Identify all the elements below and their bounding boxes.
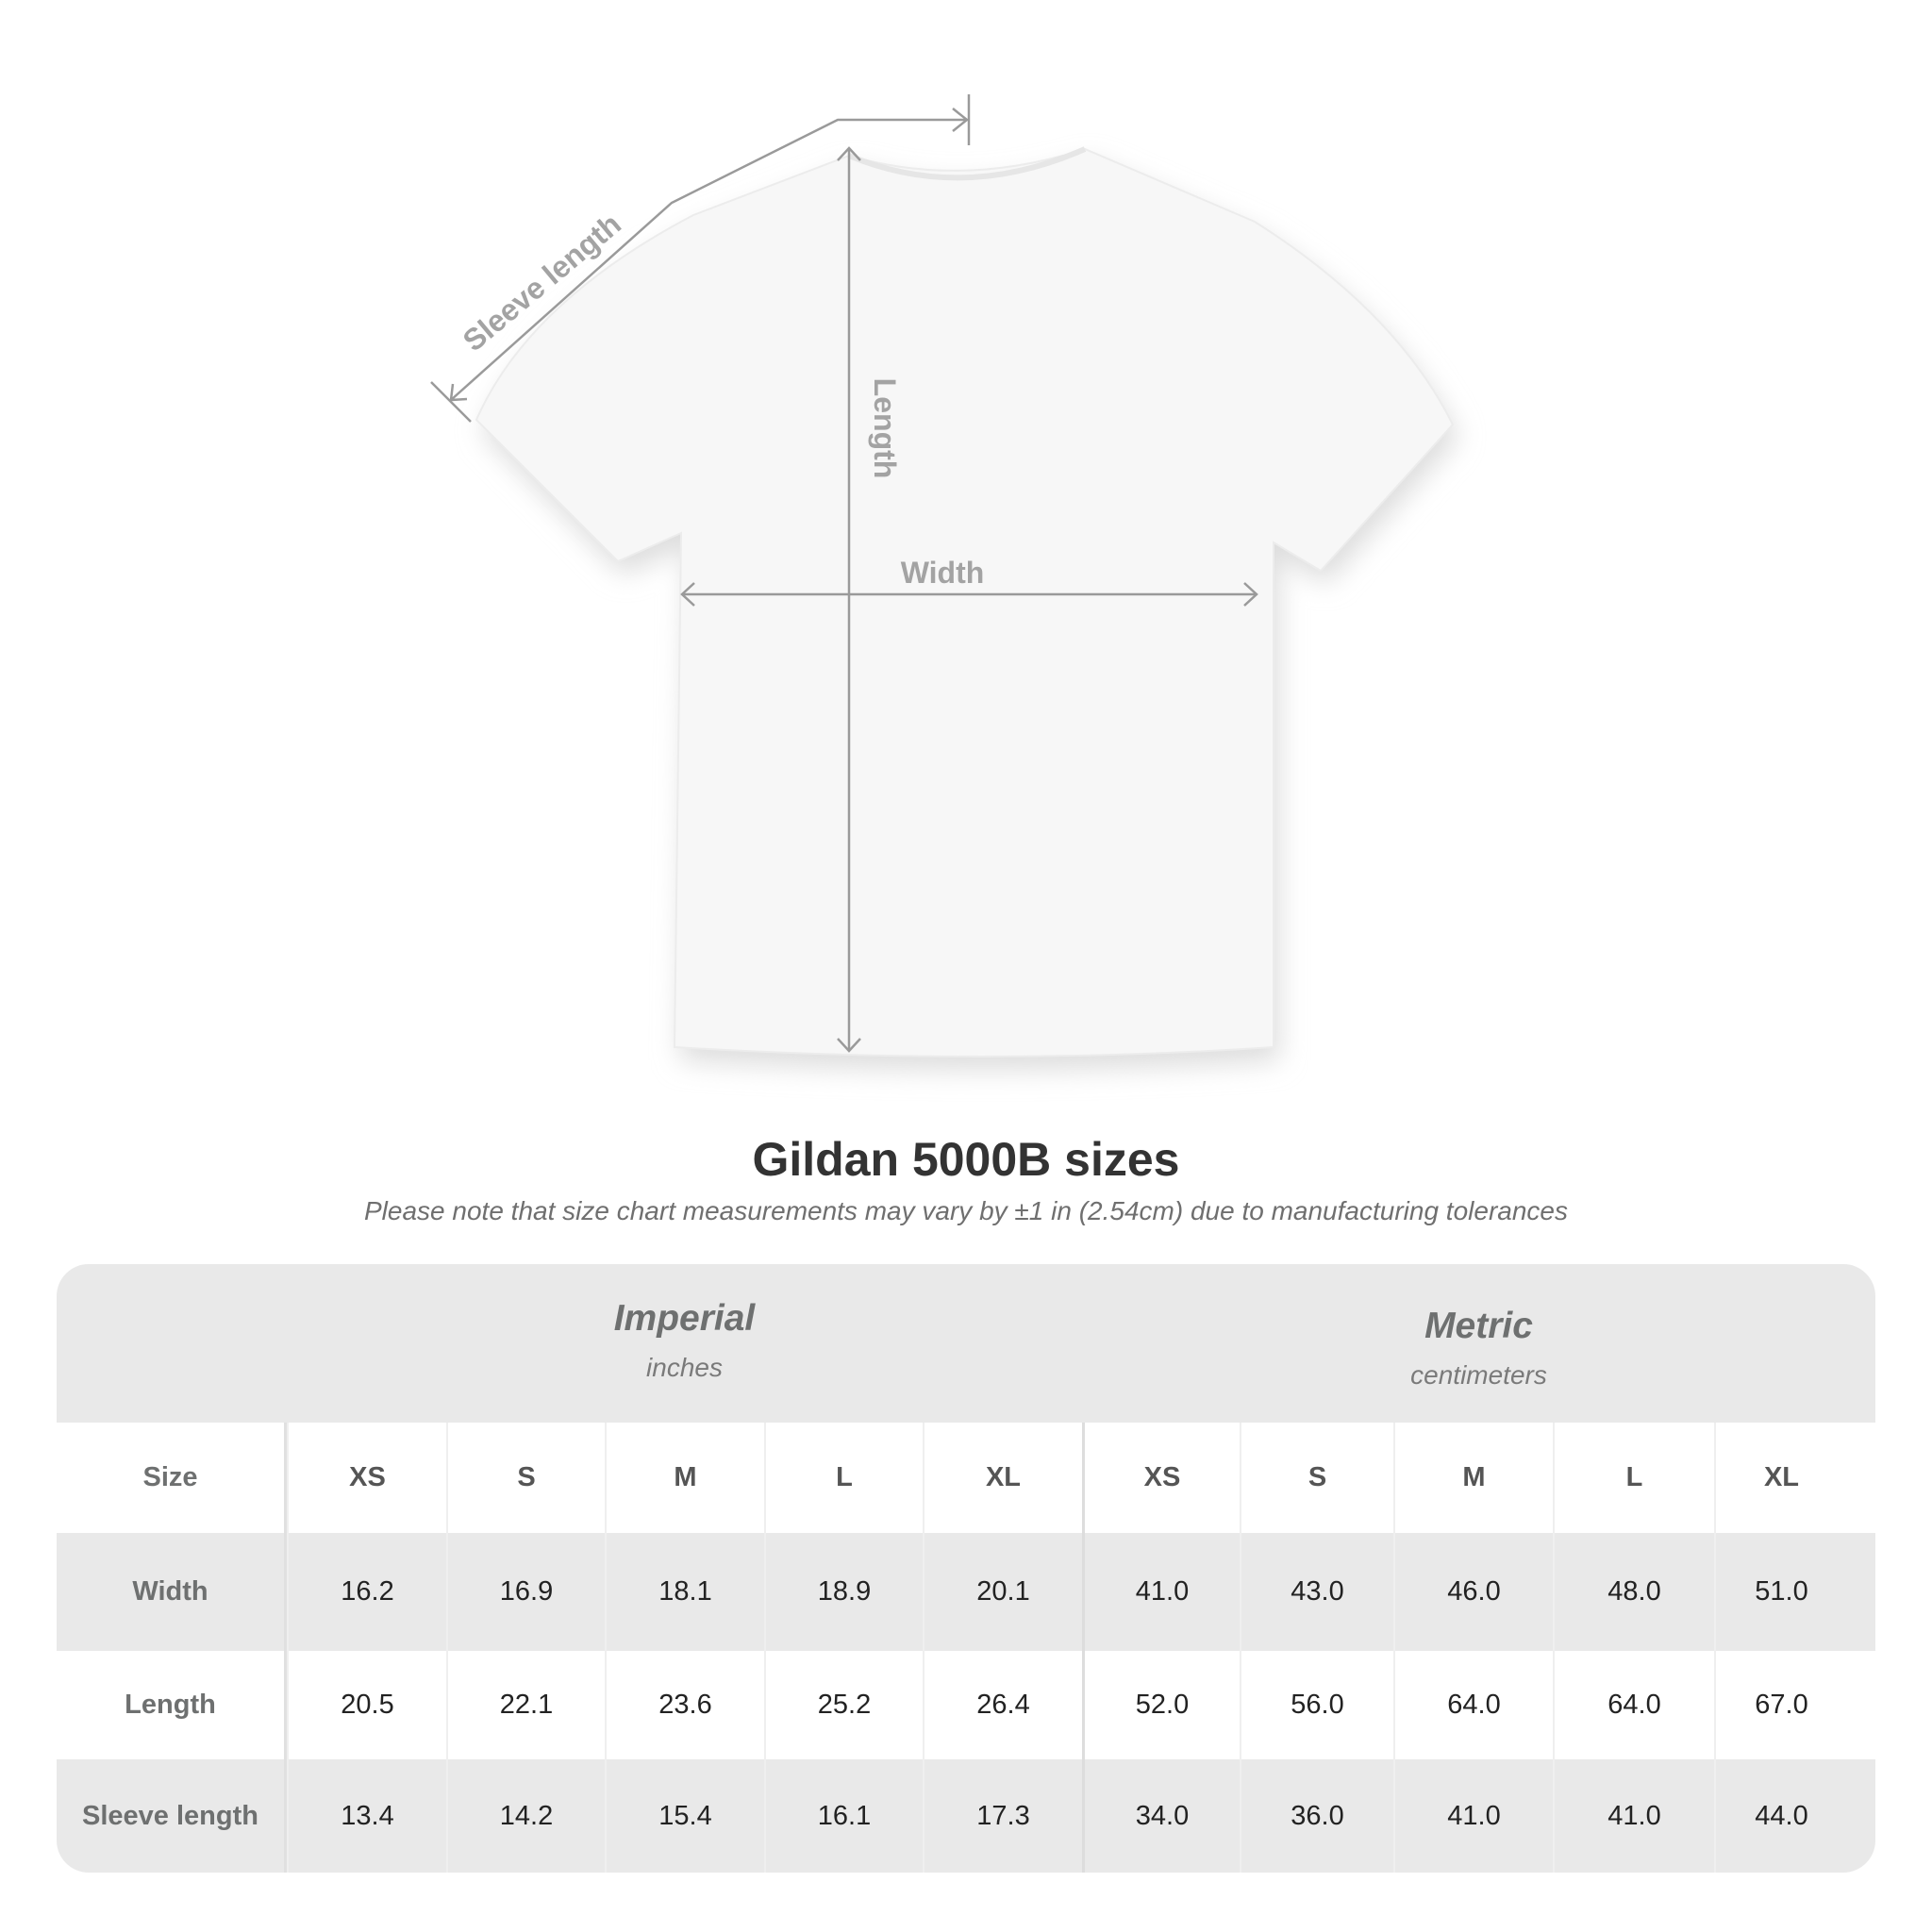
value-cell: 41.0 <box>1553 1759 1714 1873</box>
row-label: Sleeve length <box>57 1759 287 1873</box>
size-header-cell: S <box>446 1423 605 1533</box>
table-row: Length 20.5 22.1 23.6 25.2 26.4 52.0 56.0 64.0 64… <box>57 1651 1875 1759</box>
metric-title: Metric <box>1424 1306 1533 1346</box>
size-header-cell: XS <box>287 1423 446 1533</box>
size-header-cell: S <box>1240 1423 1393 1533</box>
value-cell: 64.0 <box>1553 1651 1714 1759</box>
value-cell: 16.2 <box>287 1533 446 1651</box>
value-cell: 23.6 <box>605 1651 764 1759</box>
size-header-cell: XS <box>1082 1423 1240 1533</box>
table-row: Width 16.2 16.9 18.1 18.9 20.1 41.0 43.0 46.0 48.… <box>57 1533 1875 1651</box>
tolerance-note: Please note that size chart measurements… <box>364 1196 1568 1225</box>
value-cell: 26.4 <box>923 1651 1082 1759</box>
page-title: Gildan 5000B sizes <box>752 1133 1180 1186</box>
value-cell: 43.0 <box>1240 1533 1393 1651</box>
row-label: Width <box>57 1533 287 1651</box>
value-cell: 16.9 <box>446 1533 605 1651</box>
value-cell: 18.1 <box>605 1533 764 1651</box>
table-header: Imperial inches Metric centimeters <box>57 1264 1875 1423</box>
imperial-group: Imperial inches <box>287 1298 1082 1383</box>
value-cell: 67.0 <box>1714 1651 1847 1759</box>
size-table: Imperial inches Metric centimeters Size X… <box>57 1264 1875 1873</box>
value-cell: 25.2 <box>764 1651 923 1759</box>
value-cell: 51.0 <box>1714 1533 1847 1651</box>
value-cell: 64.0 <box>1393 1651 1553 1759</box>
length-label: Length <box>868 378 902 479</box>
size-header-cell: L <box>764 1423 923 1533</box>
value-cell: 34.0 <box>1082 1759 1240 1873</box>
value-cell: 18.9 <box>764 1533 923 1651</box>
size-header-cell: M <box>1393 1423 1553 1533</box>
value-cell: 44.0 <box>1714 1759 1847 1873</box>
value-cell: 36.0 <box>1240 1759 1393 1873</box>
size-header-cell: XL <box>923 1423 1082 1533</box>
value-cell: 22.1 <box>446 1651 605 1759</box>
size-header-cell: XL <box>1714 1423 1847 1533</box>
value-cell: 56.0 <box>1240 1651 1393 1759</box>
value-cell: 14.2 <box>446 1759 605 1873</box>
tshirt-shape <box>475 146 1458 1070</box>
measurement-arrows <box>430 94 1258 1053</box>
value-cell: 48.0 <box>1553 1533 1714 1651</box>
value-cell: 41.0 <box>1082 1533 1240 1651</box>
tshirt-diagram: Sleeve length Length Width <box>430 94 1458 1070</box>
row-label: Size <box>57 1423 287 1533</box>
value-cell: 46.0 <box>1393 1533 1553 1651</box>
value-cell: 13.4 <box>287 1759 446 1873</box>
value-cell: 20.1 <box>923 1533 1082 1651</box>
imperial-title: Imperial <box>613 1298 756 1339</box>
row-label: Length <box>57 1651 287 1759</box>
value-cell: 15.4 <box>605 1759 764 1873</box>
value-cell: 52.0 <box>1082 1651 1240 1759</box>
metric-group: Metric centimeters <box>1082 1306 1875 1391</box>
width-label: Width <box>901 556 985 590</box>
metric-unit: centimeters <box>1410 1360 1547 1390</box>
size-header-cell: L <box>1553 1423 1714 1533</box>
size-header-cell: M <box>605 1423 764 1533</box>
value-cell: 16.1 <box>764 1759 923 1873</box>
imperial-unit: inches <box>646 1353 723 1382</box>
size-header-row: Size XS S M L XL XS S M L XL <box>57 1423 1875 1533</box>
table-row: Sleeve length 13.4 14.2 15.4 16.1 17.3 34.0 36.… <box>57 1759 1875 1873</box>
value-cell: 20.5 <box>287 1651 446 1759</box>
value-cell: 41.0 <box>1393 1759 1553 1873</box>
value-cell: 17.3 <box>923 1759 1082 1873</box>
